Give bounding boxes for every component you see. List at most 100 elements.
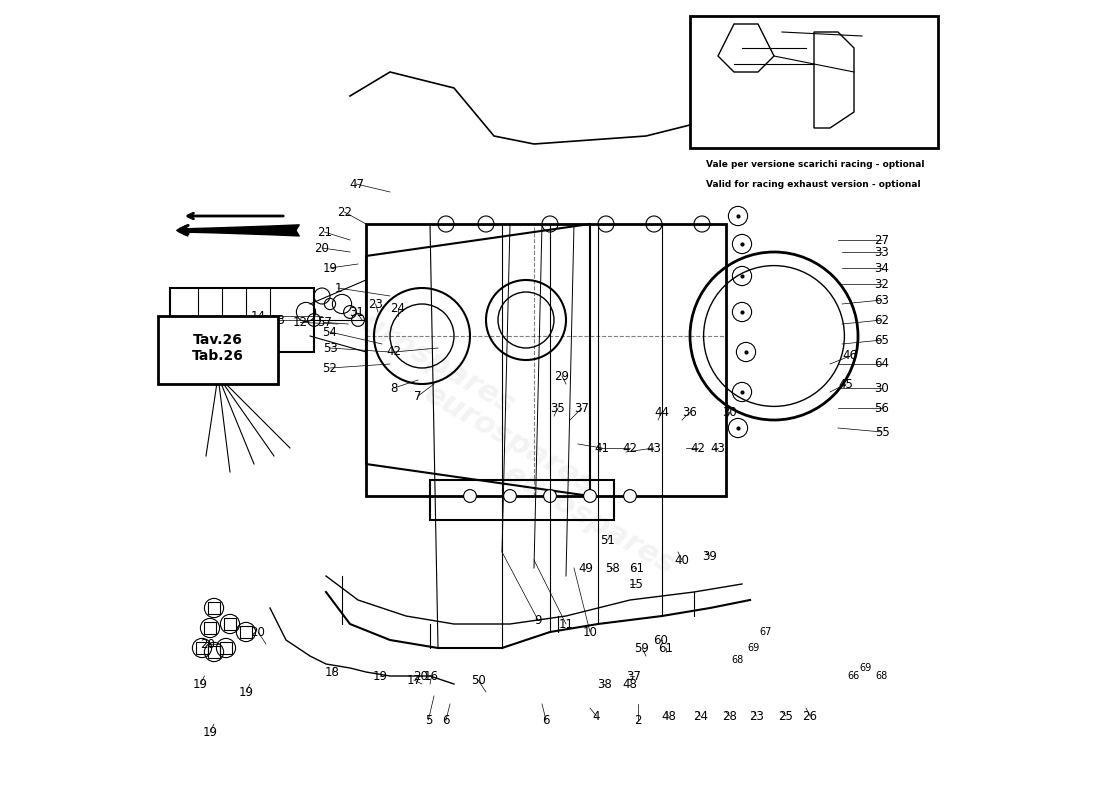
Text: 60: 60 [653,634,668,646]
Text: 41: 41 [594,442,609,454]
Text: 67: 67 [760,627,772,637]
Text: 31: 31 [349,306,364,318]
Text: 19: 19 [373,670,388,682]
Text: 2: 2 [635,714,641,726]
Text: 24: 24 [693,710,708,722]
Text: 39: 39 [703,550,717,562]
Text: 37: 37 [627,670,641,682]
Text: 58: 58 [605,562,619,574]
Text: 12: 12 [293,316,308,329]
Text: 30: 30 [874,382,890,394]
Text: Tav.26: Tav.26 [194,333,243,347]
Text: eurospares: eurospares [339,299,520,421]
Bar [430,480,614,520]
Text: 13: 13 [271,314,285,326]
Text: 68: 68 [732,655,744,665]
Text: 36: 36 [683,406,697,418]
Circle shape [624,490,637,502]
Text: 64: 64 [874,358,890,370]
Text: 49: 49 [579,562,594,574]
Circle shape [463,490,476,502]
Text: 55: 55 [874,426,890,438]
Text: 1: 1 [334,282,342,294]
Text: 24: 24 [390,302,406,314]
Bar [208,602,220,614]
Text: 5: 5 [425,714,432,726]
Bar [223,618,236,630]
Circle shape [543,490,557,502]
Text: 27: 27 [874,234,890,246]
Text: 19: 19 [239,686,253,698]
Text: 7: 7 [415,390,421,402]
Circle shape [584,490,596,502]
Text: 40: 40 [674,554,690,566]
Text: 38: 38 [597,678,612,690]
Text: 20: 20 [251,626,265,638]
Text: 69: 69 [748,643,760,653]
Text: 22: 22 [337,206,352,218]
Text: 45: 45 [838,378,854,390]
Text: 6: 6 [542,714,550,726]
Text: 18: 18 [324,666,340,678]
Text: 52: 52 [322,362,338,374]
FancyBboxPatch shape [158,316,278,384]
Text: Tab.26: Tab.26 [192,349,244,363]
Text: 8: 8 [390,382,398,394]
Text: 65: 65 [874,334,890,346]
Text: 48: 48 [623,678,637,690]
Text: 47: 47 [349,178,364,190]
Bar [220,642,232,654]
Text: 23: 23 [368,298,383,310]
Text: 59: 59 [635,642,649,654]
Text: 48: 48 [661,710,675,722]
Text: 56: 56 [874,402,890,414]
Text: 42: 42 [623,442,638,454]
Bar [170,288,314,352]
Text: 33: 33 [874,246,890,258]
Text: 25: 25 [779,710,793,722]
FancyBboxPatch shape [690,16,938,148]
Text: 53: 53 [322,342,338,354]
Text: 61: 61 [629,562,644,574]
Text: 57: 57 [317,316,332,329]
Text: eurospares: eurospares [499,459,681,581]
Text: 35: 35 [551,402,565,414]
Text: 29: 29 [554,370,570,382]
Text: 16: 16 [425,670,439,682]
Text: 43: 43 [647,442,661,454]
Text: 14: 14 [251,310,265,322]
Text: 23: 23 [749,710,763,722]
Text: 17: 17 [407,674,421,686]
Text: 46: 46 [843,350,858,362]
Text: eurospares: eurospares [419,379,601,501]
Bar [208,646,220,658]
Text: 20: 20 [315,242,329,254]
Text: 34: 34 [874,262,890,274]
Text: 69: 69 [860,663,872,673]
Text: 28: 28 [723,710,737,722]
Text: 37: 37 [574,402,590,414]
Text: 66: 66 [848,671,860,681]
Text: 20: 20 [412,670,428,682]
Text: 32: 32 [874,278,890,290]
Text: 62: 62 [874,314,890,326]
Bar [204,622,217,634]
Bar [196,642,208,654]
Text: 63: 63 [874,294,890,306]
Text: 19: 19 [202,726,218,738]
Bar [240,626,252,638]
Text: 44: 44 [654,406,670,418]
Text: 30: 30 [723,406,737,418]
Text: 6: 6 [442,714,450,726]
Text: 4: 4 [593,710,601,722]
Text: 51: 51 [601,534,615,546]
Text: 26: 26 [803,710,817,722]
Text: 11: 11 [559,618,573,630]
Circle shape [504,490,516,502]
Text: Valid for racing exhaust version - optional: Valid for racing exhaust version - optio… [706,180,921,189]
Text: 68: 68 [876,671,888,681]
Text: 20: 20 [200,638,214,650]
Text: 50: 50 [471,674,485,686]
Text: 9: 9 [535,614,541,626]
Text: 19: 19 [322,262,338,274]
